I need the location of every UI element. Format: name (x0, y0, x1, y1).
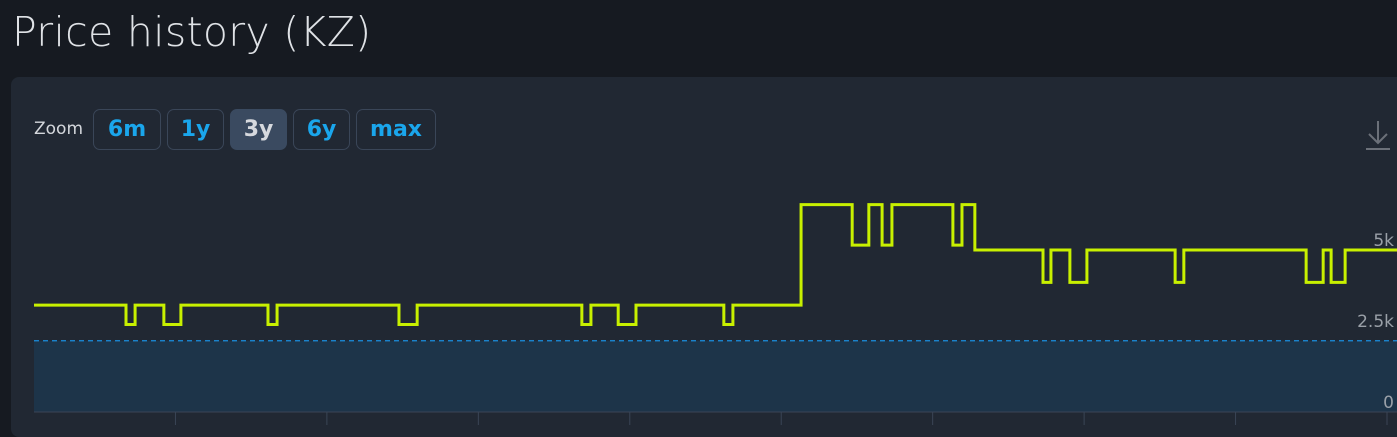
page-title: Price history (KZ) (12, 8, 372, 56)
download-icon[interactable] (1364, 118, 1392, 152)
zoom-max-button[interactable]: max (356, 108, 437, 150)
price-series-line (34, 203, 1397, 327)
y-tick-label: 5k (1373, 231, 1394, 251)
zoom-1y-button[interactable]: 1y (167, 108, 225, 150)
price-chart: 0 2.5k 5k (34, 203, 1397, 425)
y-tick-label: 2.5k (1357, 312, 1394, 332)
zoom-label: Zoom (34, 119, 84, 139)
y-tick-label: 0 (1383, 393, 1394, 413)
zoom-controls: Zoom 6m 1y 3y 6y max (34, 107, 437, 151)
reference-area (34, 340, 1397, 412)
zoom-3y-button[interactable]: 3y (230, 108, 288, 150)
zoom-6m-button[interactable]: 6m (93, 108, 162, 150)
zoom-6y-button[interactable]: 6y (293, 108, 351, 150)
